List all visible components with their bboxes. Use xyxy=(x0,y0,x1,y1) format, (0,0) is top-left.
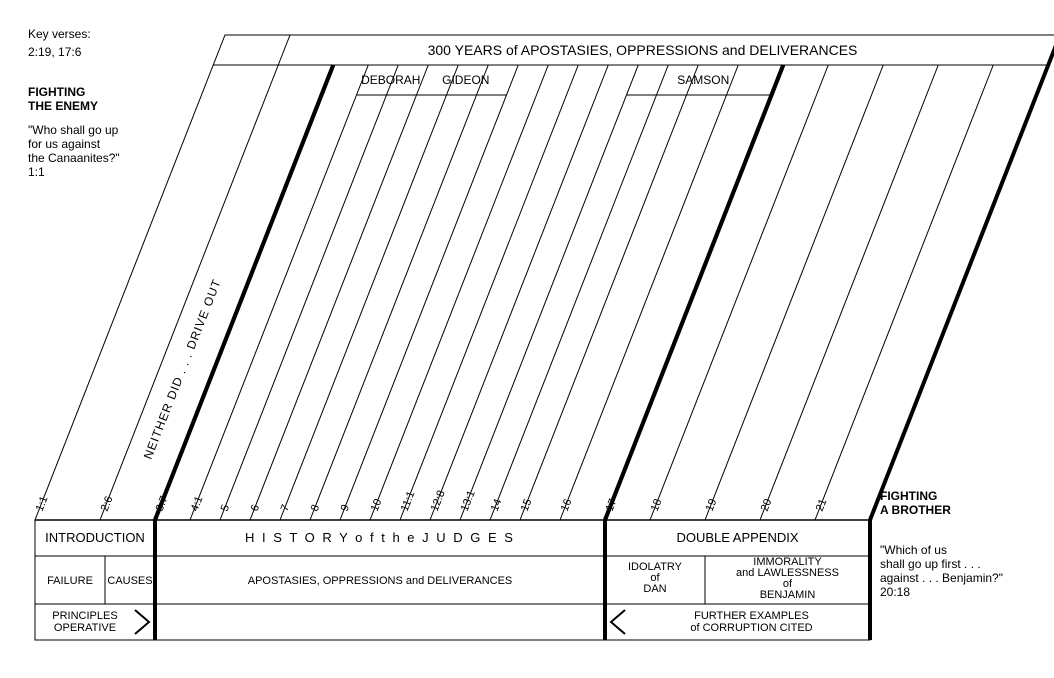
row1-appendix: DOUBLE APPENDIX xyxy=(676,530,798,545)
row3-principles: PRINCIPLESOPERATIVE xyxy=(52,610,117,634)
judge-label-2: SAMSON xyxy=(677,73,729,87)
title: 300 YEARS of APOSTASIES, OPPRESSIONS and… xyxy=(428,42,858,58)
row3-further: FURTHER EXAMPLESof CORRUPTION CITED xyxy=(690,610,812,634)
row2-apostasies: APOSTASIES, OPPRESSIONS and DELIVERANCES xyxy=(248,575,513,587)
keyverses-label: Key verses: xyxy=(28,27,91,41)
row2-causes: CAUSES xyxy=(107,575,152,587)
row1-intro: INTRODUCTION xyxy=(45,530,145,545)
row1-history: H I S T O R Y o f t h e J U D G E S xyxy=(245,530,515,545)
keyverses-value: 2:19, 17:6 xyxy=(28,45,82,59)
row2-failure: FAILURE xyxy=(47,575,93,587)
